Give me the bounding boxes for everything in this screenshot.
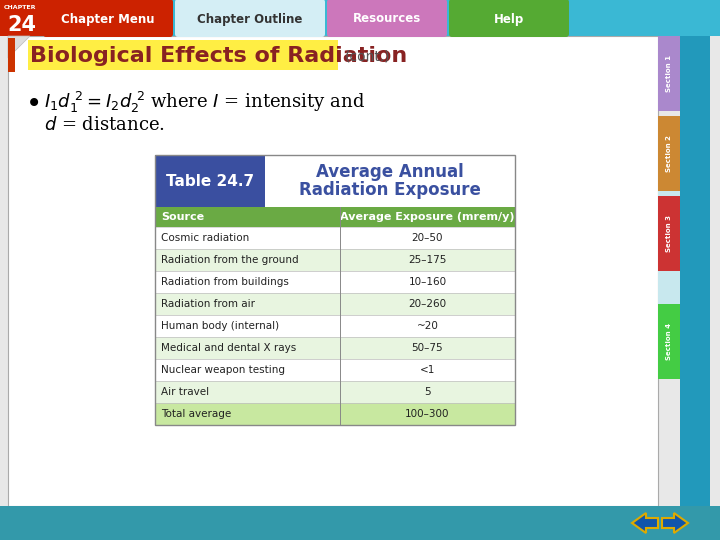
- Text: Human body (internal): Human body (internal): [161, 321, 279, 331]
- Text: <1: <1: [420, 365, 435, 375]
- FancyBboxPatch shape: [265, 155, 515, 207]
- Text: Help: Help: [494, 12, 524, 25]
- Text: CHAPTER: CHAPTER: [4, 5, 37, 10]
- Text: Medical and dental X rays: Medical and dental X rays: [161, 343, 296, 353]
- Text: Total average: Total average: [161, 409, 231, 419]
- Text: ~20: ~20: [417, 321, 438, 331]
- Text: Chapter Menu: Chapter Menu: [61, 12, 155, 25]
- Polygon shape: [8, 36, 30, 58]
- Text: Table 24.7: Table 24.7: [166, 173, 254, 188]
- FancyBboxPatch shape: [155, 403, 515, 425]
- FancyBboxPatch shape: [155, 155, 265, 207]
- FancyBboxPatch shape: [449, 0, 569, 37]
- FancyBboxPatch shape: [658, 304, 680, 379]
- Text: Radiation Exposure: Radiation Exposure: [299, 181, 481, 199]
- FancyBboxPatch shape: [658, 176, 710, 306]
- FancyBboxPatch shape: [155, 249, 515, 271]
- Text: Air travel: Air travel: [161, 387, 209, 397]
- Text: Nuclear weapon testing: Nuclear weapon testing: [161, 365, 285, 375]
- Text: 50–75: 50–75: [412, 343, 444, 353]
- FancyBboxPatch shape: [155, 271, 515, 293]
- Text: Cosmic radiation: Cosmic radiation: [161, 233, 249, 243]
- FancyBboxPatch shape: [658, 196, 680, 271]
- Text: Section 2: Section 2: [666, 135, 672, 172]
- FancyBboxPatch shape: [155, 381, 515, 403]
- FancyBboxPatch shape: [28, 40, 338, 70]
- Text: Section 1: Section 1: [666, 55, 672, 92]
- Text: Resources: Resources: [353, 12, 421, 25]
- FancyBboxPatch shape: [155, 227, 515, 249]
- Text: Average Exposure (mrem/y): Average Exposure (mrem/y): [341, 212, 515, 222]
- FancyBboxPatch shape: [155, 315, 515, 337]
- Text: Section 3: Section 3: [666, 215, 672, 252]
- FancyBboxPatch shape: [0, 0, 720, 36]
- Text: 10–160: 10–160: [408, 277, 446, 287]
- Polygon shape: [632, 513, 658, 533]
- Text: 20–50: 20–50: [412, 233, 444, 243]
- Text: Biological Effects of Radiation: Biological Effects of Radiation: [30, 46, 408, 66]
- FancyBboxPatch shape: [658, 116, 680, 191]
- Text: 5: 5: [424, 387, 431, 397]
- Text: Chapter Outline: Chapter Outline: [197, 12, 302, 25]
- FancyBboxPatch shape: [155, 337, 515, 359]
- Text: 25–175: 25–175: [408, 255, 446, 265]
- Polygon shape: [662, 513, 688, 533]
- FancyBboxPatch shape: [0, 0, 44, 36]
- FancyBboxPatch shape: [8, 36, 658, 506]
- FancyBboxPatch shape: [155, 359, 515, 381]
- FancyBboxPatch shape: [175, 0, 325, 37]
- Text: $I_1d_1^{\ 2} = I_2d_2^{\ 2}$ where $I$ = intensity and: $I_1d_1^{\ 2} = I_2d_2^{\ 2}$ where $I$ …: [44, 90, 365, 115]
- FancyBboxPatch shape: [327, 0, 447, 37]
- Text: 20–260: 20–260: [408, 299, 446, 309]
- Text: Radiation from air: Radiation from air: [161, 299, 255, 309]
- Text: (cont.): (cont.): [345, 49, 391, 63]
- Text: Radiation from buildings: Radiation from buildings: [161, 277, 289, 287]
- Text: 24: 24: [7, 15, 37, 35]
- FancyBboxPatch shape: [43, 0, 173, 37]
- Text: 100–300: 100–300: [405, 409, 450, 419]
- FancyBboxPatch shape: [0, 506, 720, 540]
- FancyBboxPatch shape: [680, 36, 710, 506]
- FancyBboxPatch shape: [658, 36, 680, 111]
- Text: •: •: [26, 90, 42, 118]
- FancyBboxPatch shape: [8, 38, 15, 72]
- Text: Radiation from the ground: Radiation from the ground: [161, 255, 299, 265]
- Text: $d$ = distance.: $d$ = distance.: [44, 116, 165, 134]
- Text: Source: Source: [161, 212, 204, 222]
- Text: Average Annual: Average Annual: [316, 163, 464, 181]
- Text: Section 4: Section 4: [666, 323, 672, 360]
- FancyBboxPatch shape: [155, 293, 515, 315]
- FancyBboxPatch shape: [155, 207, 515, 227]
